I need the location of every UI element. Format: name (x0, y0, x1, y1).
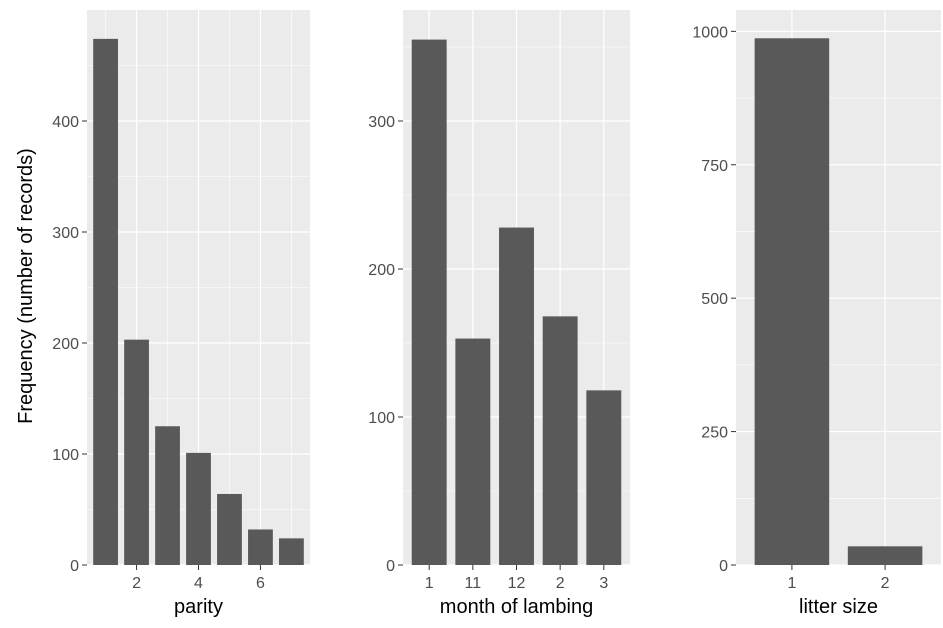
y-tick-label: 0 (719, 558, 728, 575)
y-axis-title: Frequency (number of records) (15, 148, 37, 424)
bar (754, 38, 830, 566)
x-axis-title: month of lambing (440, 596, 593, 618)
x-tick-label: 2 (132, 575, 141, 592)
bar (499, 227, 534, 565)
bar (847, 546, 923, 565)
y-tick-label: 0 (386, 558, 395, 575)
bar (586, 390, 622, 565)
x-tick-label: 4 (194, 575, 203, 592)
bar (542, 316, 578, 565)
x-tick-label: 1 (787, 575, 796, 592)
bar (411, 39, 447, 566)
x-tick-label: 3 (599, 575, 608, 592)
x-tick-label: 1 (425, 575, 434, 592)
bar (124, 339, 149, 565)
bar (279, 538, 304, 565)
x-tick-label: 6 (256, 575, 265, 592)
bar (455, 338, 491, 565)
bar (217, 493, 242, 565)
y-tick-label: 200 (52, 336, 79, 353)
y-tick-label: 250 (701, 425, 728, 442)
bar (186, 452, 211, 565)
x-tick-label: 2 (556, 575, 565, 592)
y-tick-label: 100 (368, 410, 395, 427)
y-tick-label: 200 (368, 262, 395, 279)
y-tick-label: 400 (52, 114, 79, 131)
y-tick-label: 0 (70, 558, 79, 575)
bar (93, 38, 118, 566)
x-axis-title: litter size (799, 596, 878, 618)
bar (155, 426, 180, 565)
y-tick-label: 500 (701, 291, 728, 308)
y-tick-label: 100 (52, 447, 79, 464)
panel-1: 0 100 200 300 400 2 4 6 parity (52, 10, 310, 618)
y-tick-label: 750 (701, 158, 728, 175)
bar (248, 529, 273, 565)
x-axis-title: parity (174, 596, 223, 618)
x-tick-label: 12 (508, 575, 526, 592)
y-tick-label: 1000 (692, 24, 728, 41)
y-tick-label: 300 (52, 225, 79, 242)
x-tick-label: 11 (465, 575, 482, 592)
x-tick-label: 2 (881, 575, 890, 592)
y-tick-label: 300 (368, 114, 395, 131)
